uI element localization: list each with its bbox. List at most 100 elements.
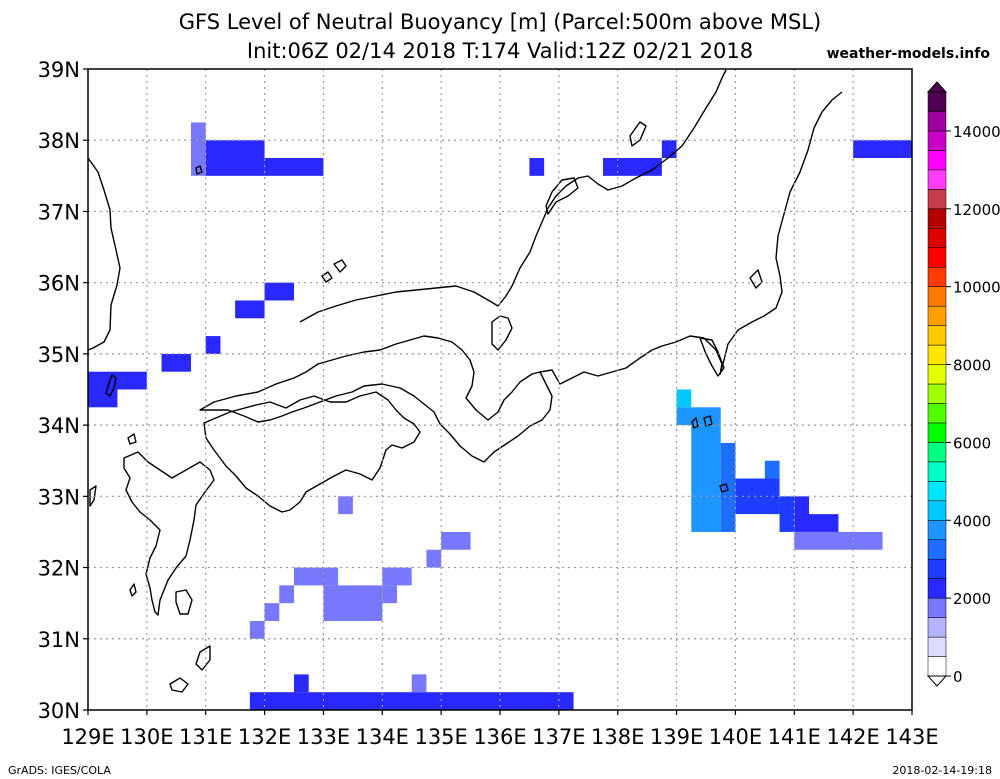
colorbar-label: 8000 bbox=[953, 357, 991, 375]
x-tick-label: 137E bbox=[532, 725, 585, 749]
colorbar-label: 0 bbox=[953, 668, 963, 686]
colorbar-swatch bbox=[927, 500, 947, 521]
grid-lines bbox=[88, 69, 912, 710]
colorbar-swatch bbox=[927, 150, 947, 171]
lnb-cell bbox=[249, 620, 265, 639]
lnb-cell bbox=[264, 282, 294, 301]
x-tick-label: 132E bbox=[238, 725, 291, 749]
lnb-cell bbox=[205, 140, 265, 176]
y-tick-label: 31N bbox=[38, 628, 80, 652]
lnb-cell bbox=[809, 514, 839, 532]
colorbar-swatch bbox=[927, 656, 947, 677]
lnb-cell bbox=[661, 140, 677, 159]
x-tick-label: 140E bbox=[709, 725, 762, 749]
colorbar-swatch bbox=[927, 344, 947, 365]
lnb-cell bbox=[294, 674, 309, 693]
lnb-cell bbox=[603, 158, 662, 176]
x-tick-label: 143E bbox=[885, 725, 938, 749]
lnb-cell bbox=[382, 585, 397, 604]
x-tick-label: 136E bbox=[473, 725, 526, 749]
colorbar-label: 10000 bbox=[953, 279, 1000, 297]
colorbar-swatch bbox=[927, 520, 947, 540]
lnb-cell bbox=[529, 158, 545, 176]
x-tick-label: 129E bbox=[61, 725, 114, 749]
lnb-cell bbox=[338, 496, 353, 515]
colorbar-swatch bbox=[927, 558, 947, 579]
chart-title: GFS Level of Neutral Buoyancy [m] (Parce… bbox=[179, 10, 822, 34]
colorbar-swatch bbox=[927, 461, 947, 482]
lnb-cell bbox=[264, 603, 280, 621]
colorbar-swatch bbox=[927, 130, 947, 151]
colorbar-swatch bbox=[927, 403, 947, 424]
y-tick-label: 30N bbox=[38, 699, 80, 723]
colorbar-label: 12000 bbox=[953, 201, 1000, 219]
y-axis-ticks: 30N 31N 32N 33N 34N 35N 36N 37N 38N 39N bbox=[38, 58, 88, 723]
source-label: weather-models.info bbox=[827, 46, 991, 62]
lnb-cell bbox=[264, 158, 324, 176]
lnb-cell bbox=[676, 389, 692, 408]
colorbar-swatch bbox=[927, 208, 947, 229]
x-axis-ticks: 129E 130E 131E 132E 133E 134E 135E 136E 137E 138E… bbox=[61, 710, 939, 749]
colorbar-max-arrow bbox=[926, 81, 948, 93]
lnb-cell bbox=[691, 425, 721, 532]
lnb-cell bbox=[249, 692, 574, 710]
colorbar-swatch bbox=[927, 111, 947, 132]
colorbar-swatch bbox=[927, 364, 947, 385]
colorbar-swatch bbox=[927, 325, 947, 346]
colorbar-swatch bbox=[927, 481, 947, 502]
x-tick-label: 130E bbox=[120, 725, 173, 749]
y-tick-label: 32N bbox=[38, 557, 80, 581]
x-tick-label: 131E bbox=[179, 725, 232, 749]
x-tick-label: 138E bbox=[591, 725, 644, 749]
colorbar-swatch bbox=[927, 169, 947, 190]
lnb-cell bbox=[720, 442, 736, 532]
coastline bbox=[87, 69, 843, 693]
y-tick-label: 36N bbox=[38, 272, 80, 296]
y-tick-label: 33N bbox=[38, 485, 80, 509]
colorbar-swatch bbox=[927, 597, 947, 618]
y-tick-label: 35N bbox=[38, 343, 80, 367]
x-tick-label: 141E bbox=[768, 725, 821, 749]
colorbar-swatch bbox=[927, 305, 947, 326]
lnb-cell bbox=[191, 122, 206, 176]
y-tick-label: 39N bbox=[38, 58, 80, 82]
colorbar-label: 2000 bbox=[953, 590, 991, 608]
y-tick-label: 37N bbox=[38, 200, 80, 224]
colorbar-swatch bbox=[927, 539, 947, 560]
lnb-cell bbox=[441, 531, 471, 550]
colorbar-swatch bbox=[927, 383, 947, 404]
x-tick-label: 134E bbox=[356, 725, 409, 749]
colorbar-swatch bbox=[927, 617, 947, 638]
lnb-cell bbox=[205, 336, 221, 354]
colorbar: 0 2000 4000 6000 8000 10000 12000 14000 bbox=[926, 81, 1000, 687]
colorbar-label: 14000 bbox=[953, 123, 1000, 141]
colorbar-swatch bbox=[927, 247, 947, 268]
lnb-cell bbox=[794, 531, 883, 550]
colorbar-swatch bbox=[927, 578, 947, 599]
colorbar-swatch bbox=[927, 636, 947, 657]
colorbar-label: 4000 bbox=[953, 512, 991, 530]
lnb-cell bbox=[764, 460, 780, 479]
x-tick-label: 139E bbox=[650, 725, 703, 749]
lnb-cell bbox=[88, 371, 147, 390]
lnb-cell bbox=[235, 300, 265, 319]
colorbar-swatch bbox=[927, 91, 947, 112]
lnb-cell bbox=[88, 389, 118, 408]
colorbar-swatch bbox=[927, 286, 947, 307]
colorbar-min-arrow bbox=[926, 675, 948, 687]
lnb-cell bbox=[161, 353, 191, 372]
lnb-cell bbox=[853, 140, 912, 159]
x-tick-label: 142E bbox=[826, 725, 879, 749]
lnb-cell bbox=[779, 496, 795, 532]
colorbar-swatch bbox=[927, 422, 947, 443]
footer-right: 2018-02-14-19:18 bbox=[892, 764, 992, 777]
y-tick-label: 34N bbox=[38, 414, 80, 438]
colorbar-swatch bbox=[927, 228, 947, 248]
lnb-cell bbox=[676, 407, 721, 426]
chart-subtitle: Init:06Z 02/14 2018 T:174 Valid:12Z 02/2… bbox=[247, 39, 753, 63]
colorbar-swatch bbox=[927, 266, 947, 287]
lnb-cell bbox=[426, 549, 442, 568]
data-cells bbox=[88, 122, 912, 710]
x-tick-label: 133E bbox=[297, 725, 350, 749]
